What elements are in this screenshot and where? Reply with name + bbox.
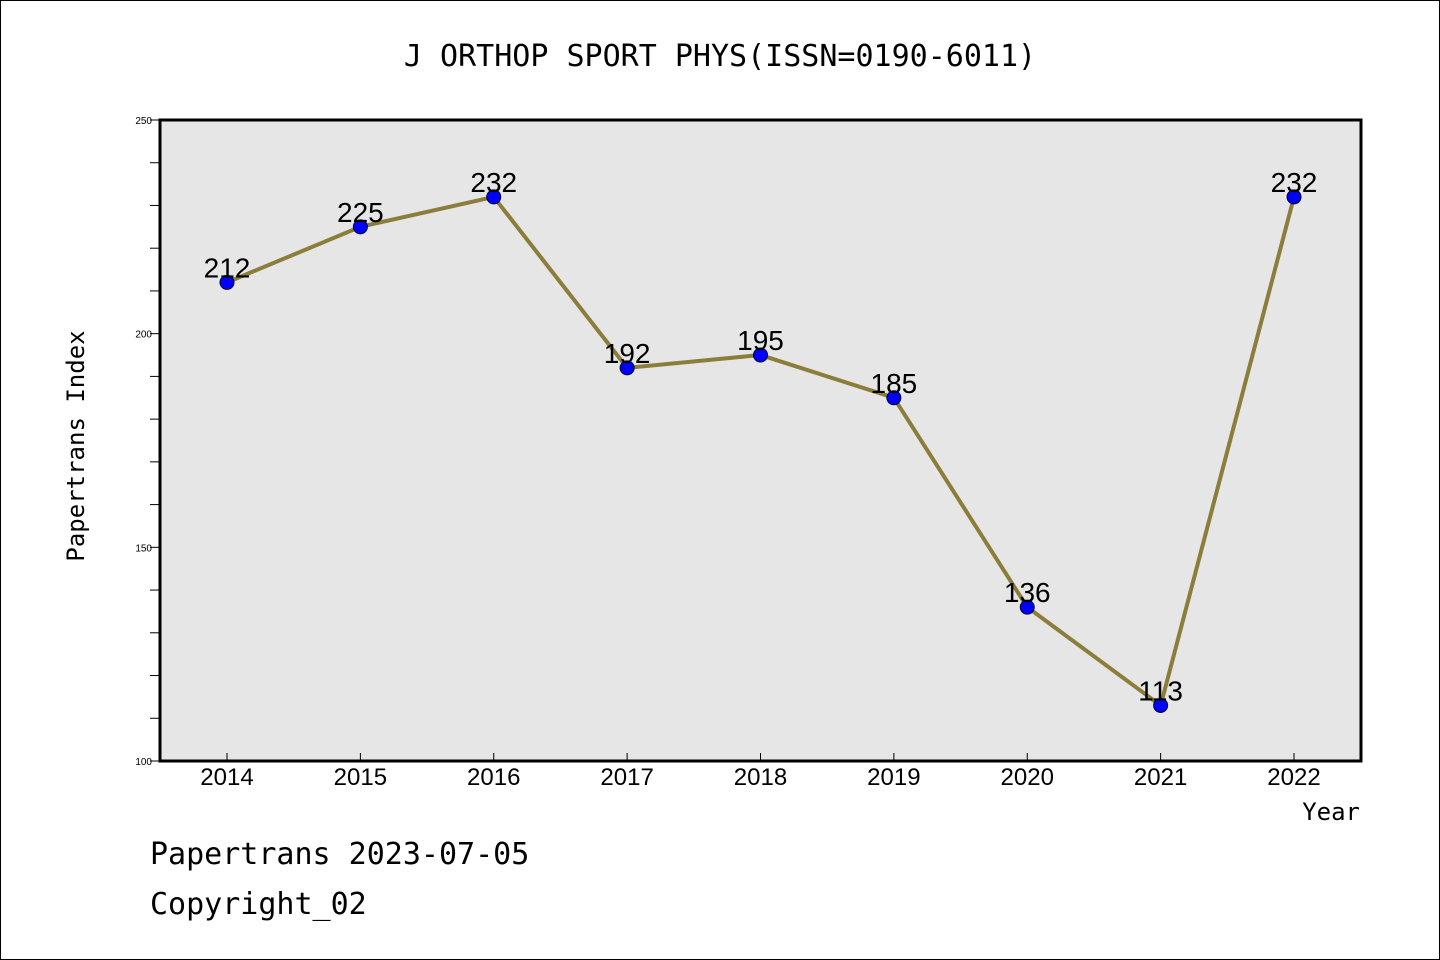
data-label: 232 xyxy=(470,167,517,198)
data-label: 192 xyxy=(604,338,651,369)
y-tick-label: 250 xyxy=(135,116,152,127)
x-tick-label: 2020 xyxy=(1001,764,1054,791)
x-tick-label: 2018 xyxy=(734,764,787,791)
data-label: 195 xyxy=(737,325,784,356)
x-axis-label: Year xyxy=(1302,798,1360,826)
x-axis: 2014 2015 2016 2017 2018 2019 2020 2021 2022 xyxy=(200,753,1321,791)
footer-date: Papertrans 2023-07-05 xyxy=(150,837,529,872)
data-point xyxy=(619,360,635,376)
y-tick-label: 200 xyxy=(135,330,152,341)
x-tick-label: 2015 xyxy=(334,764,387,791)
data-point xyxy=(352,219,368,235)
data-point xyxy=(486,189,502,205)
x-tick-label: 2019 xyxy=(867,764,920,791)
data-point xyxy=(886,390,902,406)
data-point xyxy=(1153,697,1169,713)
data-label: 113 xyxy=(1138,675,1183,706)
data-label: 136 xyxy=(1004,577,1051,608)
footer-copyright: Copyright_02 xyxy=(150,887,367,922)
data-point xyxy=(1019,599,1035,615)
data-label: 232 xyxy=(1271,167,1318,198)
x-tick-label: 2017 xyxy=(600,764,653,791)
x-tick-label: 2016 xyxy=(467,764,520,791)
data-point xyxy=(219,274,235,290)
data-label: 225 xyxy=(337,197,384,228)
x-tick-label: 2014 xyxy=(200,764,253,791)
series-markers xyxy=(219,189,1302,713)
data-label: 185 xyxy=(871,368,918,399)
y-axis-label: Papertrans Index xyxy=(62,330,90,561)
y-axis: 100 150 200 250 xyxy=(135,116,160,768)
data-labels: 212 225 232 192 195 185 136 113 232 xyxy=(204,167,1318,707)
data-point xyxy=(1286,189,1302,205)
y-tick-label: 150 xyxy=(135,543,152,554)
y-tick-label: 100 xyxy=(135,757,152,768)
x-tick-label: 2022 xyxy=(1267,764,1320,791)
data-label: 212 xyxy=(204,252,251,283)
data-point xyxy=(753,347,768,363)
x-tick-label: 2021 xyxy=(1134,764,1187,791)
chart-title: J ORTHOP SPORT PHYS(ISSN=0190-6011) xyxy=(404,39,1036,74)
